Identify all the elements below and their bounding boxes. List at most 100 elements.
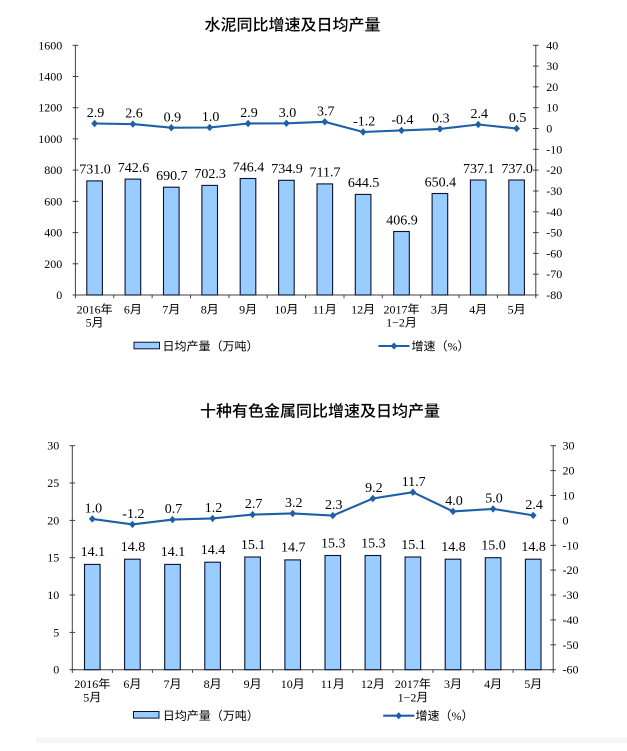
svg-text:0.9: 0.9 (164, 110, 182, 125)
svg-text:14.8: 14.8 (441, 540, 466, 555)
svg-text:-30: -30 (563, 588, 579, 602)
svg-text:-50: -50 (563, 638, 579, 652)
svg-text:6: 6 (123, 677, 129, 691)
svg-text:5: 5 (53, 625, 59, 639)
svg-text:30: 30 (563, 439, 575, 453)
svg-text:1−2: 1−2 (386, 316, 405, 330)
svg-text:1000: 1000 (38, 132, 62, 146)
svg-text:650.4: 650.4 (425, 175, 457, 190)
svg-text:1.2: 1.2 (205, 501, 223, 516)
svg-text:0.3: 0.3 (432, 112, 450, 127)
svg-text:10: 10 (281, 677, 293, 691)
svg-text:10: 10 (563, 489, 575, 503)
svg-text:4: 4 (484, 677, 490, 691)
svg-text:9: 9 (239, 302, 245, 316)
svg-text:12: 12 (351, 302, 363, 316)
svg-text:9.2: 9.2 (365, 481, 383, 496)
svg-text:4: 4 (469, 302, 475, 316)
svg-text:2.9: 2.9 (240, 106, 257, 121)
svg-text:7: 7 (164, 677, 170, 691)
svg-text:-10: -10 (546, 142, 562, 156)
svg-text:-60: -60 (546, 246, 562, 260)
svg-text:7: 7 (162, 302, 168, 316)
svg-text:5: 5 (86, 316, 92, 330)
svg-text:15.1: 15.1 (241, 538, 266, 553)
svg-text:14.1: 14.1 (81, 545, 106, 560)
svg-text:15.3: 15.3 (361, 536, 386, 551)
svg-text:5: 5 (83, 690, 89, 704)
svg-text:3: 3 (431, 302, 437, 316)
svg-text:5: 5 (508, 302, 514, 316)
svg-text:10: 10 (47, 588, 59, 602)
svg-text:1200: 1200 (38, 101, 62, 115)
svg-text:25: 25 (47, 476, 59, 490)
svg-text:-30: -30 (546, 184, 562, 198)
svg-text:3.2: 3.2 (285, 496, 303, 511)
svg-text:15.0: 15.0 (481, 539, 506, 554)
svg-text:2017: 2017 (384, 302, 408, 316)
svg-text:200: 200 (44, 257, 62, 271)
svg-text:%: % (452, 709, 462, 723)
svg-text:1.0: 1.0 (85, 502, 103, 517)
svg-text:-80: -80 (546, 288, 562, 302)
svg-text:20: 20 (546, 80, 558, 94)
svg-text:0.7: 0.7 (165, 502, 183, 517)
svg-text:11: 11 (313, 302, 325, 316)
svg-text:-1.2: -1.2 (122, 507, 144, 522)
svg-text:2016: 2016 (77, 302, 101, 316)
svg-text:406.9: 406.9 (386, 213, 418, 228)
svg-text:2016: 2016 (74, 677, 98, 691)
svg-text:-50: -50 (546, 226, 562, 240)
svg-text:14.7: 14.7 (281, 541, 306, 556)
svg-text:2.4: 2.4 (525, 498, 543, 513)
svg-text:1600: 1600 (38, 38, 62, 52)
svg-text:14.8: 14.8 (521, 540, 546, 555)
svg-text:3.7: 3.7 (317, 104, 335, 119)
svg-text:6: 6 (124, 302, 130, 316)
svg-text:742.6: 742.6 (118, 161, 150, 176)
svg-text:711.7: 711.7 (310, 166, 341, 181)
svg-text:8: 8 (204, 677, 210, 691)
svg-text:-40: -40 (563, 613, 579, 627)
svg-text:10: 10 (274, 302, 286, 316)
svg-text:-20: -20 (546, 163, 562, 177)
svg-text:11: 11 (321, 677, 333, 691)
svg-text:800: 800 (44, 163, 62, 177)
svg-text:30: 30 (47, 439, 59, 453)
svg-text:%: % (448, 339, 458, 353)
svg-text:11.7: 11.7 (402, 475, 426, 490)
svg-text:20: 20 (563, 464, 575, 478)
svg-text:8: 8 (201, 302, 207, 316)
svg-text:14.4: 14.4 (201, 543, 226, 558)
svg-text:4.0: 4.0 (445, 494, 463, 509)
svg-text:20: 20 (47, 513, 59, 527)
svg-text:5.0: 5.0 (485, 492, 503, 507)
svg-text:2017: 2017 (395, 677, 419, 691)
svg-text:40: 40 (546, 38, 558, 52)
svg-text:3.0: 3.0 (279, 106, 297, 121)
svg-text:400: 400 (44, 226, 62, 240)
svg-text:-70: -70 (546, 267, 562, 281)
svg-text:15: 15 (47, 551, 59, 565)
svg-text:2.4: 2.4 (471, 107, 489, 122)
svg-text:5: 5 (524, 677, 530, 691)
svg-text:15.1: 15.1 (401, 538, 426, 553)
svg-text:731.0: 731.0 (79, 163, 111, 178)
svg-text:2.3: 2.3 (325, 498, 343, 513)
svg-text:746.4: 746.4 (233, 160, 264, 175)
svg-text:14.8: 14.8 (121, 540, 146, 555)
svg-text:702.3: 702.3 (194, 167, 226, 182)
svg-text:690.7: 690.7 (156, 169, 188, 184)
svg-text:30: 30 (546, 59, 558, 73)
svg-text:0: 0 (56, 288, 62, 302)
svg-text:0: 0 (563, 513, 569, 527)
svg-text:737.0: 737.0 (501, 162, 533, 177)
svg-text:2.6: 2.6 (125, 107, 143, 122)
svg-text:1.0: 1.0 (202, 110, 220, 125)
svg-text:-0.4: -0.4 (391, 113, 413, 128)
svg-text:-1.2: -1.2 (353, 115, 375, 130)
svg-text:737.1: 737.1 (463, 162, 495, 177)
svg-text:-10: -10 (563, 538, 579, 552)
svg-text:1−2: 1−2 (398, 690, 417, 704)
svg-text:2.9: 2.9 (87, 106, 105, 121)
